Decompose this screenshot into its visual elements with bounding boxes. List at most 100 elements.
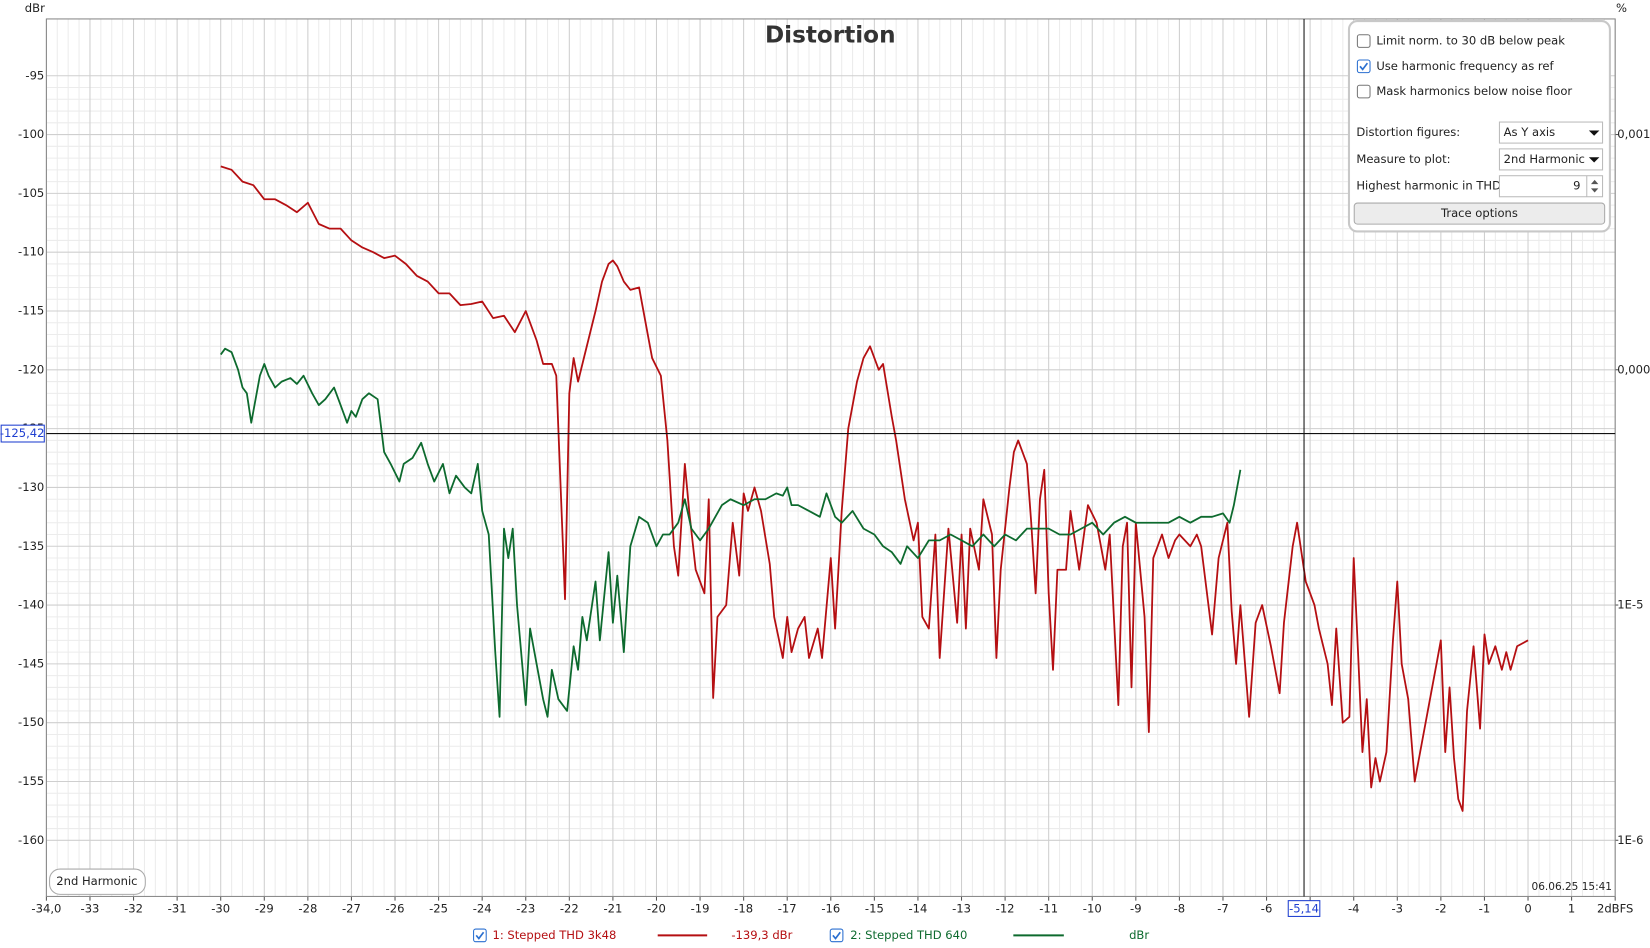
field-box xyxy=(1498,175,1604,198)
field-box xyxy=(1498,121,1604,144)
y-tick-label: -115 xyxy=(18,304,44,318)
x-tick-label: -34,0 xyxy=(31,902,61,916)
y-tick-label: -140 xyxy=(18,598,44,612)
x-tick-label: -29 xyxy=(255,902,274,916)
annotation-button xyxy=(49,868,146,895)
spinner-down xyxy=(1590,188,1599,193)
y-axis-title: dBr xyxy=(25,1,45,15)
x-tick-label: -25 xyxy=(429,902,448,916)
x-tick-label: -31 xyxy=(168,902,187,916)
x-tick-label: 2dBFS xyxy=(1597,902,1633,916)
y2-tick-label: 0,001 xyxy=(1617,127,1650,141)
x-tick-label: -17 xyxy=(778,902,797,916)
x-tick-label: -3 xyxy=(1392,902,1404,916)
trace-options-label: Trace options xyxy=(1440,206,1518,220)
option-checkbox xyxy=(1356,84,1371,99)
x-tick-label: -2 xyxy=(1435,902,1447,916)
option-checkbox-check xyxy=(1359,62,1369,71)
plot-frame xyxy=(45,18,1616,897)
cursor-x-box xyxy=(1287,900,1321,917)
x-tick-label: -16 xyxy=(821,902,840,916)
legend-readout: -139,3 dBr xyxy=(731,928,792,942)
y-tick-label: -160 xyxy=(18,833,44,847)
legend-label: 2: Stepped THD 640 xyxy=(850,928,967,942)
x-tick-label: -26 xyxy=(386,902,405,916)
y2-tick-label: 1E-6 xyxy=(1617,833,1643,847)
x-tick-label: -10 xyxy=(1083,902,1102,916)
dropdown-arrow xyxy=(1588,157,1600,163)
y2-axis-title: % xyxy=(1616,1,1627,15)
x-tick-label: 0 xyxy=(1524,902,1531,916)
option-label: Use harmonic frequency as ref xyxy=(1376,59,1554,73)
field-label: Measure to plot: xyxy=(1356,152,1450,166)
x-tick-label: -6 xyxy=(1261,902,1273,916)
x-tick-label: -7 xyxy=(1217,902,1229,916)
option-checkbox xyxy=(1356,34,1371,48)
trace-options-button[interactable] xyxy=(1353,202,1606,225)
x-tick-label: -14 xyxy=(908,902,927,916)
y-tick-label: -100 xyxy=(18,127,44,141)
x-tick-label: -32 xyxy=(124,902,143,916)
cursor-x-label: -5,14 xyxy=(1289,902,1319,916)
field-box xyxy=(1498,148,1604,171)
legend-checkbox-check xyxy=(832,931,841,940)
x-tick-label: -4 xyxy=(1348,902,1360,916)
x-tick-label: -8 xyxy=(1174,902,1186,916)
y-tick-label: -145 xyxy=(18,656,44,670)
series-line xyxy=(220,165,1529,812)
y-tick-label: -105 xyxy=(18,186,44,200)
x-tick-label: -20 xyxy=(647,902,666,916)
option-checkbox xyxy=(1356,59,1371,74)
x-tick-label: -28 xyxy=(298,902,317,916)
x-tick-label: -27 xyxy=(342,902,361,916)
option-label: Mask harmonics below noise floor xyxy=(1376,84,1572,98)
x-tick-label: -30 xyxy=(211,902,230,916)
legend-label: 1: Stepped THD 3k48 xyxy=(493,928,617,942)
timestamp: 06.06.25 15:41 xyxy=(1532,881,1612,893)
legend-checkbox xyxy=(473,928,487,943)
spinner-value: 9 xyxy=(1573,179,1580,193)
dropdown-value: As Y axis xyxy=(1504,125,1556,139)
x-tick-label: -1 xyxy=(1479,902,1491,916)
x-tick-label: -15 xyxy=(865,902,884,916)
spinner-up xyxy=(1590,179,1599,185)
y-tick-label: -110 xyxy=(18,245,44,259)
x-tick-label: 1 xyxy=(1568,902,1575,916)
dropdown-value: 2nd Harmonic xyxy=(1504,152,1585,166)
x-tick-label: -12 xyxy=(996,902,1015,916)
y-tick-label: -95 xyxy=(25,68,44,82)
x-tick-label: -33 xyxy=(81,902,100,916)
x-tick-label: -23 xyxy=(516,902,535,916)
field-label: Highest harmonic in THD: xyxy=(1356,179,1505,193)
y-tick-label: -120 xyxy=(18,362,44,376)
y2-tick-label: 1E-5 xyxy=(1617,598,1643,612)
chart-title: Distortion xyxy=(765,22,896,48)
x-tick-label: -22 xyxy=(560,902,579,916)
legend-readout: dBr xyxy=(1129,928,1149,942)
y-tick-label: -155 xyxy=(18,774,44,788)
cursor-y-label: -125,42 xyxy=(0,426,45,440)
y-tick-label: -130 xyxy=(18,480,44,494)
option-label: Limit norm. to 30 dB below peak xyxy=(1376,34,1565,48)
legend-checkbox xyxy=(829,928,844,943)
x-tick-label: -19 xyxy=(691,902,710,916)
x-tick-label: -18 xyxy=(734,902,753,916)
y-tick-label: -135 xyxy=(18,539,44,553)
field-label: Distortion figures: xyxy=(1356,125,1460,139)
x-tick-label: -21 xyxy=(603,902,622,916)
plot-area xyxy=(46,18,1616,897)
legend-checkbox-check xyxy=(475,931,485,940)
x-tick-label: -11 xyxy=(1039,902,1058,916)
x-tick-label: -24 xyxy=(473,902,492,916)
grid xyxy=(45,18,1619,901)
y-tick-label: -150 xyxy=(18,715,44,729)
cursor-y-box xyxy=(0,424,45,443)
annotation: 2nd Harmonic xyxy=(56,874,137,888)
series-line xyxy=(220,347,1242,718)
x-tick-label: -9 xyxy=(1130,902,1142,916)
dropdown-arrow xyxy=(1588,130,1600,136)
x-tick-label: -13 xyxy=(952,902,971,916)
